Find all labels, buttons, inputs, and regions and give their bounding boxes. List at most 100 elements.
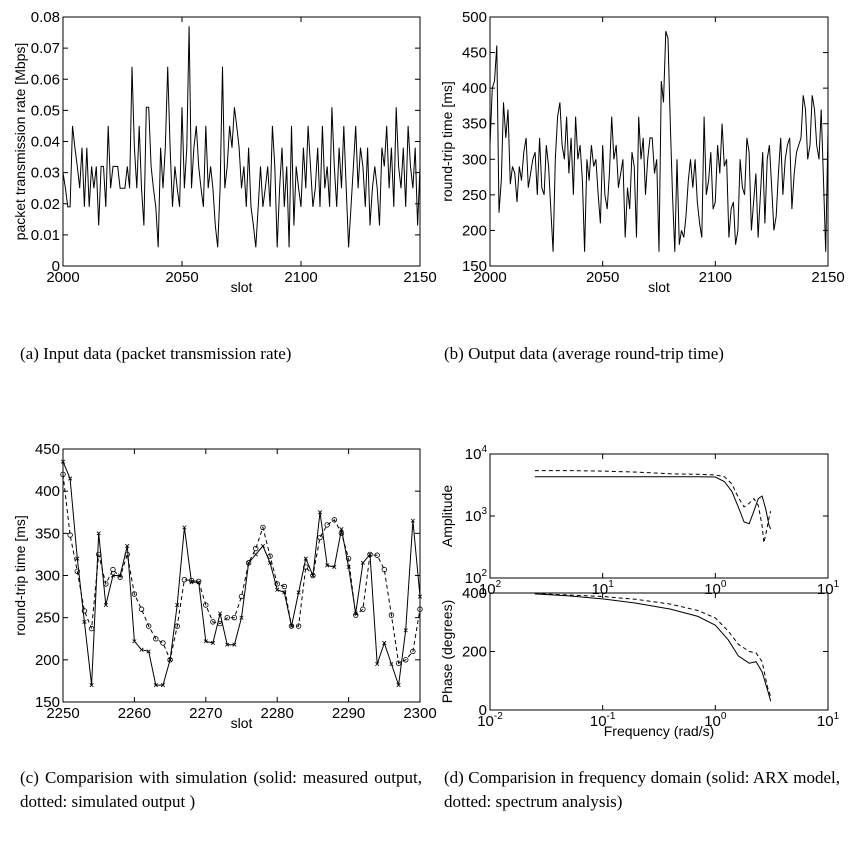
data-point-cross xyxy=(125,543,130,549)
data-point-circle xyxy=(260,524,266,531)
data-point-circle xyxy=(60,471,66,477)
data-point-circle xyxy=(210,619,216,625)
caption-d: (d) Comparision in frequency domain (sol… xyxy=(444,768,840,811)
data-point-circle xyxy=(274,581,280,587)
data-point-circle xyxy=(310,572,316,579)
x-axis-label: slot xyxy=(231,715,253,731)
data-point-cross xyxy=(296,590,301,595)
data-point-cross xyxy=(89,683,94,688)
y-tick-label: 250 xyxy=(35,610,60,627)
data-point-cross xyxy=(153,683,158,688)
data-point-circle xyxy=(117,574,123,580)
x-tick-label: 2100 xyxy=(284,269,317,286)
data-point-circle xyxy=(360,606,366,612)
caption-b: (b) Output data (average round-trip time… xyxy=(444,344,724,363)
data-point-cross xyxy=(260,543,266,549)
y-tick-label: 200 xyxy=(462,222,487,239)
caption-c: (c) Comparision with simulation (solid: … xyxy=(20,768,422,811)
data-point-circle xyxy=(145,623,152,629)
data-point-circle xyxy=(67,532,73,538)
data-point-circle xyxy=(138,606,145,612)
data-point-circle xyxy=(195,578,202,585)
data-point-cross xyxy=(68,476,73,481)
data-point-cross xyxy=(146,649,151,654)
y-tick-label: 103 xyxy=(465,506,488,525)
x-tick-label: 2150 xyxy=(403,269,436,286)
plot-frame-a xyxy=(62,16,421,267)
y-tick-label: 250 xyxy=(462,187,487,204)
data-point-circle xyxy=(345,555,352,562)
data-point-circle xyxy=(253,545,259,552)
data-point-circle xyxy=(317,534,323,541)
y-tick-label: 400 xyxy=(462,80,487,97)
y-tick-label: 400 xyxy=(462,585,487,602)
y-tick-label: 300 xyxy=(462,151,487,168)
series-line-d-amplitude-0 xyxy=(534,476,772,530)
x-tick-label: 2280 xyxy=(261,705,294,722)
data-point-cross xyxy=(382,640,387,646)
plot-frame-d-phase xyxy=(489,592,829,711)
data-point-circle xyxy=(103,581,109,587)
data-point-cross xyxy=(360,560,365,565)
y-tick-label: 0.03 xyxy=(31,165,60,182)
data-point-cross xyxy=(210,640,216,646)
data-point-cross xyxy=(396,683,401,688)
data-point-cross xyxy=(375,661,380,667)
data-point-cross xyxy=(317,510,323,515)
data-point-circle xyxy=(188,577,195,584)
data-point-circle xyxy=(388,612,395,618)
data-point-circle xyxy=(88,625,95,632)
data-point-cross xyxy=(203,639,208,644)
data-point-cross xyxy=(175,602,180,608)
data-point-cross xyxy=(82,619,87,624)
series-line-d-phase-0 xyxy=(534,593,772,702)
x-tick-label: 2000 xyxy=(46,269,79,286)
x-tick-label: 2270 xyxy=(189,705,222,722)
series-line-d-phase-1 xyxy=(534,593,772,697)
data-point-circle xyxy=(160,640,166,646)
data-point-circle xyxy=(238,593,245,600)
data-point-cross xyxy=(132,639,137,644)
caption-a: (a) Input data (packet transmission rate… xyxy=(20,344,292,363)
series-line-c-1 xyxy=(62,474,421,664)
data-point-circle xyxy=(303,564,309,570)
data-point-circle xyxy=(203,602,209,608)
y-tick-label: 200 xyxy=(462,644,487,661)
data-point-cross xyxy=(182,525,187,530)
data-point-circle xyxy=(324,522,330,528)
data-point-cross xyxy=(139,647,144,652)
data-point-circle xyxy=(224,614,230,621)
data-point-circle xyxy=(403,657,409,663)
x-tick-label: 2000 xyxy=(473,269,506,286)
x-tick-label: 2100 xyxy=(699,269,732,286)
data-point-circle xyxy=(295,623,302,629)
y-tick-label: 0.02 xyxy=(31,196,60,213)
x-tick-label: 2150 xyxy=(811,269,844,286)
data-point-circle xyxy=(245,560,252,566)
y-tick-label: 400 xyxy=(35,483,60,500)
data-point-circle xyxy=(74,568,80,574)
x-tick-label: 2300 xyxy=(403,705,436,722)
data-point-circle xyxy=(174,623,180,629)
y-axis-label: Phase (degrees) xyxy=(439,600,455,704)
data-point-cross xyxy=(332,564,337,570)
data-point-cross xyxy=(96,531,101,536)
x-tick-label: 2050 xyxy=(165,269,198,286)
data-point-circle xyxy=(288,623,295,629)
y-tick-label: 150 xyxy=(462,258,487,275)
data-point-cross xyxy=(232,642,237,647)
data-point-cross xyxy=(403,628,408,633)
data-point-cross xyxy=(60,459,66,464)
x-axis-label: slot xyxy=(231,279,253,295)
series-line-d-amplitude-1 xyxy=(534,470,772,543)
y-tick-label: 450 xyxy=(462,45,487,62)
y-axis-label: Amplitude xyxy=(439,485,455,547)
data-point-cross xyxy=(325,563,330,568)
data-point-circle xyxy=(124,551,130,558)
y-tick-label: 0.07 xyxy=(31,40,60,57)
data-point-circle xyxy=(131,591,138,597)
series-line-b-0 xyxy=(489,31,829,252)
series-line-a-0 xyxy=(62,26,421,248)
data-point-cross xyxy=(110,573,116,578)
y-tick-label: 500 xyxy=(462,9,487,26)
